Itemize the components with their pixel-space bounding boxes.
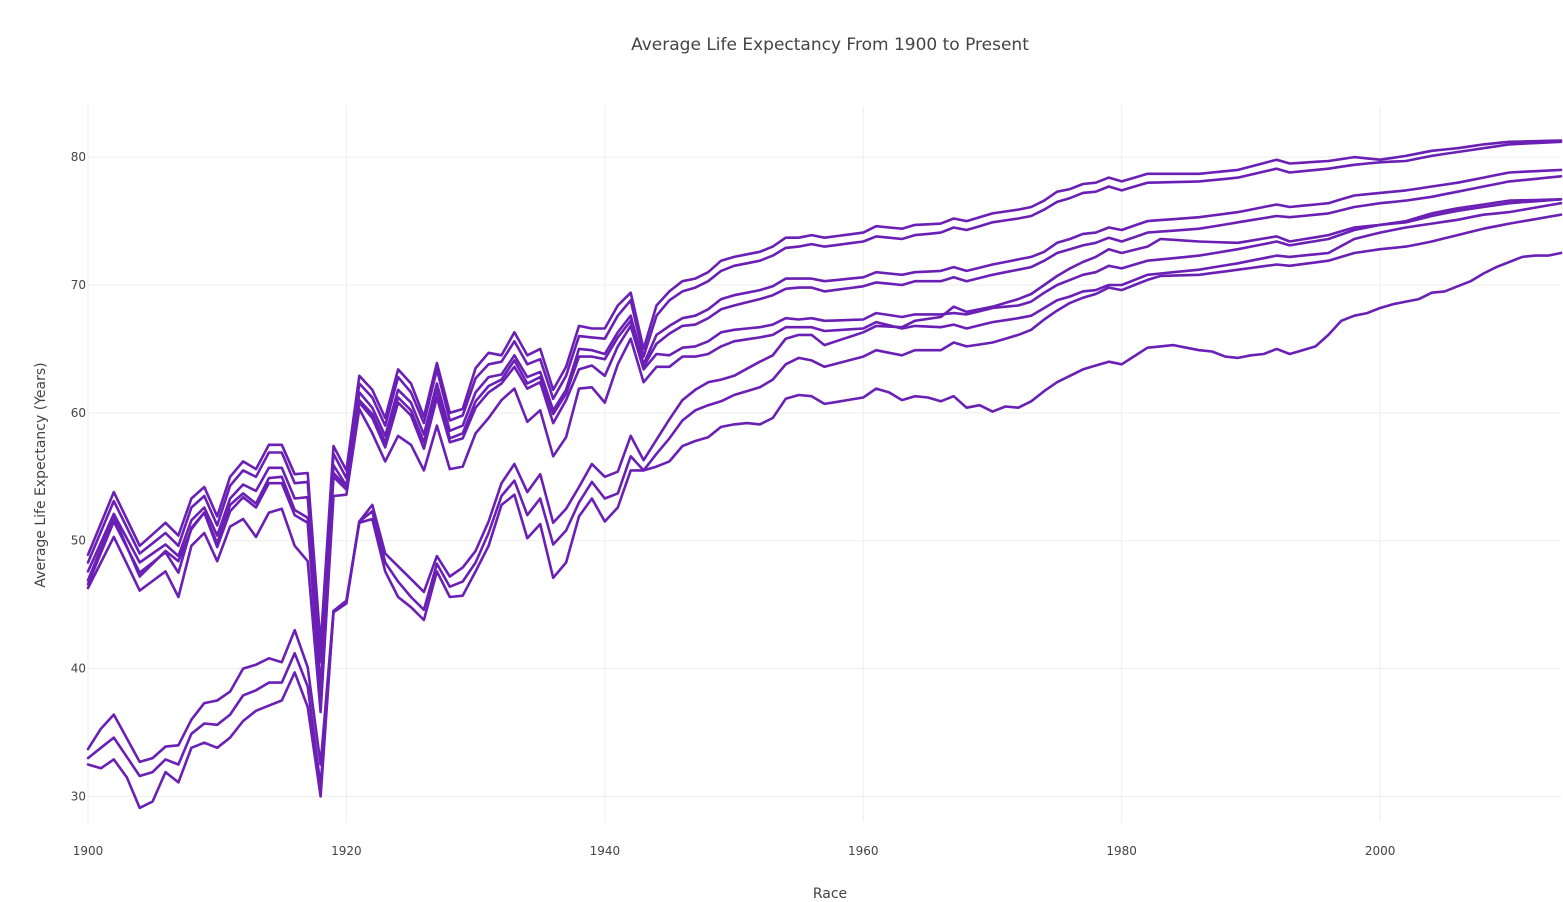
y-tick-label: 30 — [71, 789, 86, 803]
series-line-3 — [86, 168, 1563, 664]
series-line-5 — [86, 198, 1563, 696]
series-layer — [86, 139, 1563, 810]
series-line-9 — [86, 251, 1563, 810]
chart-title: Average Life Expectancy From 1900 to Pre… — [631, 35, 1029, 55]
series-line-4 — [86, 175, 1563, 690]
x-tick-label: 1980 — [1106, 844, 1137, 858]
series-line-6 — [86, 201, 1563, 714]
x-tick-label: 1940 — [590, 844, 621, 858]
x-tick-label: 1900 — [73, 844, 104, 858]
tick-labels: 30 40 50 60 70 80 1900 1920 1940 1960 1980 2000 — [71, 150, 1396, 858]
y-tick-label: 50 — [71, 534, 86, 548]
y-axis-title: Average Life Expectancy (Years) — [33, 362, 49, 587]
y-tick-label: 70 — [71, 278, 86, 292]
x-tick-label: 2000 — [1365, 844, 1396, 858]
series-line-1 — [86, 139, 1563, 647]
x-axis-title: Race — [813, 886, 847, 902]
series-line-2 — [86, 140, 1563, 654]
y-tick-label: 60 — [71, 406, 86, 420]
y-tick-label: 80 — [71, 150, 86, 164]
y-tick-label: 40 — [71, 662, 86, 676]
x-tick-label: 1920 — [331, 844, 362, 858]
x-tick-label: 1960 — [848, 844, 879, 858]
